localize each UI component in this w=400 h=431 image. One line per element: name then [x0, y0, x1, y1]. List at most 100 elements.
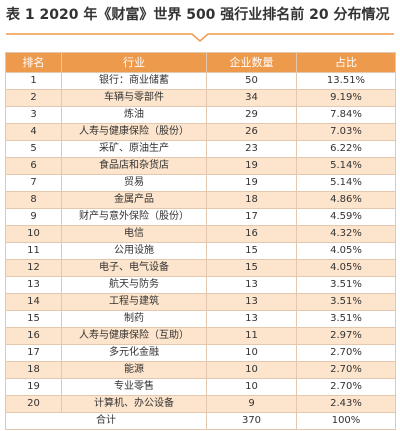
- table-cell: 13: [206, 293, 297, 311]
- table-row: 13 航天与防务 13 3.51%: [5, 276, 396, 294]
- table-cell: 2.70%: [296, 344, 396, 362]
- rule-line: [6, 33, 394, 42]
- table-cell: 9: [206, 395, 297, 413]
- table-cell: 16: [206, 225, 297, 243]
- table-cell: 电子、电气设备: [61, 259, 207, 277]
- header-cell: 排名: [5, 52, 62, 73]
- table-row: 12 电子、电气设备 15 4.05%: [5, 259, 396, 277]
- header-cell: 占比: [296, 52, 396, 73]
- table-row: 4 人寿与健康保险（股份） 26 7.03%: [5, 123, 396, 141]
- table-cell: 10: [5, 225, 62, 243]
- table-cell: 2.70%: [296, 378, 396, 396]
- table-cell: 人寿与健康保险（互助）: [61, 327, 207, 345]
- table-cell: 7.03%: [296, 123, 396, 141]
- table-cell: 14: [5, 293, 62, 311]
- table-cell: 3.51%: [296, 276, 396, 294]
- table-row: 19 专业零售 10 2.70%: [5, 378, 396, 396]
- table-row: 17 多元化金融 10 2.70%: [5, 344, 396, 362]
- header-row: 排名 行业 企业数量 占比: [5, 52, 396, 73]
- table-cell: 19: [206, 174, 297, 192]
- table-cell: 4.05%: [296, 259, 396, 277]
- table-cell: 13.51%: [296, 72, 396, 90]
- table-cell: 人寿与健康保险（股份）: [61, 123, 207, 141]
- table-cell: 贸易: [61, 174, 207, 192]
- table-cell: 航天与防务: [61, 276, 207, 294]
- table-cell: 4.32%: [296, 225, 396, 243]
- table-cell: 4: [5, 123, 62, 141]
- table-cell: 3.51%: [296, 310, 396, 328]
- table-cell: 2.70%: [296, 361, 396, 379]
- header-cell: 行业: [61, 52, 207, 73]
- table-cell: 6: [5, 157, 62, 175]
- table-cell: 3: [5, 106, 62, 124]
- title-rule: [6, 33, 394, 42]
- table-cell: 15: [206, 259, 297, 277]
- table-row: 7 贸易 19 5.14%: [5, 174, 396, 192]
- table-cell: 13: [206, 310, 297, 328]
- table-row: 1 银行：商业储蓄 50 13.51%: [5, 72, 396, 90]
- table-cell: 13: [5, 276, 62, 294]
- table-cell: 公用设施: [61, 242, 207, 260]
- data-table: 排名 行业 企业数量 占比 1 银行：商业储蓄 50 13.51% 2 车辆与零部件 34 9.19…: [5, 52, 396, 430]
- table-cell: 食品店和杂货店: [61, 157, 207, 175]
- table-cell: 5: [5, 140, 62, 158]
- table-cell: 专业零售: [61, 378, 207, 396]
- table-cell: 5.14%: [296, 174, 396, 192]
- table-cell: 银行：商业储蓄: [61, 72, 207, 90]
- table-cell: 12: [5, 259, 62, 277]
- table-cell: 29: [206, 106, 297, 124]
- table-cell: 制药: [61, 310, 207, 328]
- table-cell: 10: [206, 361, 297, 379]
- table-row: 20 计算机、办公设备 9 2.43%: [5, 395, 396, 413]
- table-cell: 5.14%: [296, 157, 396, 175]
- table-cell: 20: [5, 395, 62, 413]
- table-cell: 工程与建筑: [61, 293, 207, 311]
- table-cell: 26: [206, 123, 297, 141]
- table-cell: 采矿、原油生产: [61, 140, 207, 158]
- table-row: 3 炼油 29 7.84%: [5, 106, 396, 124]
- table-cell: 10: [206, 378, 297, 396]
- table-cell: 车辆与零部件: [61, 89, 207, 107]
- table-cell: 多元化金融: [61, 344, 207, 362]
- table-row: 2 车辆与零部件 34 9.19%: [5, 89, 396, 107]
- table-cell: 7.84%: [296, 106, 396, 124]
- table-cell: 17: [5, 344, 62, 362]
- table-row: 9 财产与意外保险（股份） 17 4.59%: [5, 208, 396, 226]
- table-cell: 能源: [61, 361, 207, 379]
- table-row: 18 能源 10 2.70%: [5, 361, 396, 379]
- table-title: 表 1 2020 年《财富》世界 500 强行业排名前 20 分布情况: [6, 7, 390, 23]
- table-cell: 2.43%: [296, 395, 396, 413]
- table-row: 16 人寿与健康保险（互助） 11 2.97%: [5, 327, 396, 345]
- table-cell: 11: [5, 242, 62, 260]
- table-cell: 34: [206, 89, 297, 107]
- table-cell: 13: [206, 276, 297, 294]
- table-cell: 15: [206, 242, 297, 260]
- table-cell: 1: [5, 72, 62, 90]
- table-cell: 4.86%: [296, 191, 396, 209]
- table-cell: 电信: [61, 225, 207, 243]
- table-row: 15 制药 13 3.51%: [5, 310, 396, 328]
- table-cell: 6.22%: [296, 140, 396, 158]
- table-cell: 9: [5, 208, 62, 226]
- table-cell: 10: [206, 344, 297, 362]
- table-cell: 2.97%: [296, 327, 396, 345]
- table-row: 14 工程与建筑 13 3.51%: [5, 293, 396, 311]
- table-cell: 计算机、办公设备: [61, 395, 207, 413]
- table-cell: 18: [206, 191, 297, 209]
- table-cell: 19: [5, 378, 62, 396]
- table-cell: 15: [5, 310, 62, 328]
- table-cell: 4.59%: [296, 208, 396, 226]
- table-cell: 18: [5, 361, 62, 379]
- table-row: 5 采矿、原油生产 23 6.22%: [5, 140, 396, 158]
- total-cell: 100%: [296, 412, 396, 430]
- table-cell: 19: [206, 157, 297, 175]
- table-row: 6 食品店和杂货店 19 5.14%: [5, 157, 396, 175]
- table-cell: 7: [5, 174, 62, 192]
- table-cell: 9.19%: [296, 89, 396, 107]
- table-cell: 17: [206, 208, 297, 226]
- table-cell: 炼油: [61, 106, 207, 124]
- table-cell: 3.51%: [296, 293, 396, 311]
- total-cell: 合计: [5, 412, 207, 430]
- table-body: 1 银行：商业储蓄 50 13.51% 2 车辆与零部件 34 9.19% 3 炼油 29 7.84%…: [5, 72, 396, 430]
